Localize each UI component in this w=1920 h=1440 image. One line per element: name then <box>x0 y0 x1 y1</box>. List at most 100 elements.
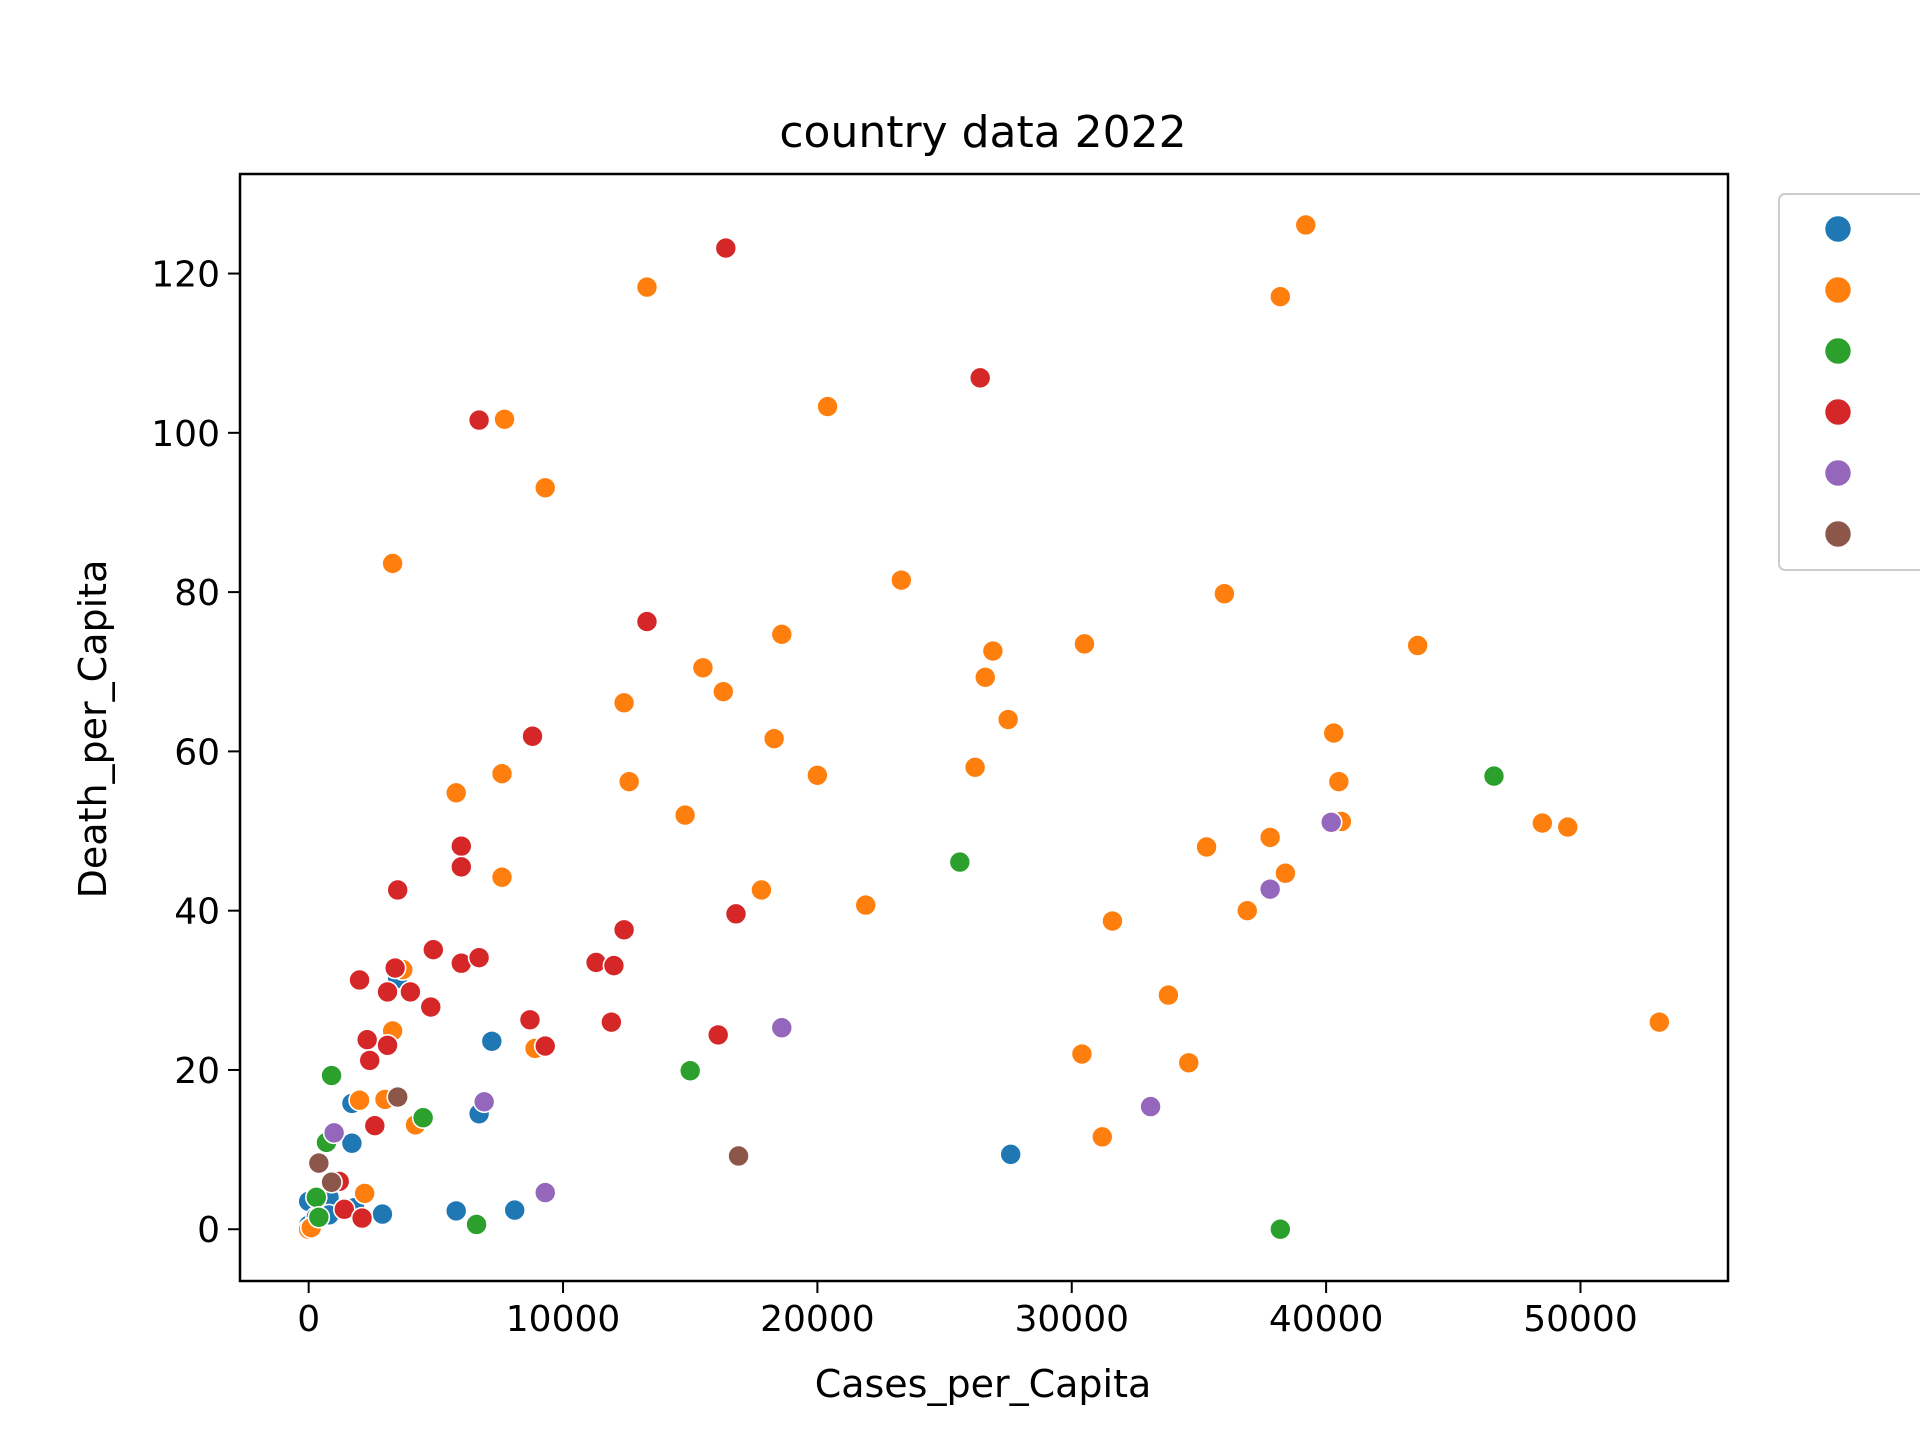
x-tick-label-0: 0 <box>297 1299 320 1340</box>
x-axis: 0 10000 20000 30000 40000 50000 <box>297 1281 1638 1340</box>
scatter-point-s3-19 <box>518 1008 542 1032</box>
x-axis-label: Cases_per_Capita <box>815 1362 1152 1406</box>
y-axis-label: Death_per_Capita <box>71 560 115 899</box>
scatter-point-s1-26 <box>854 893 878 917</box>
y-tick-label-4: 80 <box>174 573 220 614</box>
y-tick-label-3: 60 <box>174 732 220 773</box>
x-tick-label-5: 50000 <box>1523 1299 1638 1340</box>
scatter-point-s1-39 <box>1213 582 1236 606</box>
scatter-point-s1-5 <box>381 552 404 575</box>
scatter-point-s3-29 <box>724 902 748 926</box>
scatter-point-s0-10 <box>444 1199 468 1223</box>
scatter-point-s1-46 <box>1327 770 1351 793</box>
scatter-point-s2-8 <box>1269 1217 1292 1241</box>
scatter-point-s0-14 <box>999 1143 1023 1166</box>
scatter-point-s4-6 <box>1319 810 1343 834</box>
scatter-point-s3-12 <box>419 995 443 1019</box>
y-tick-label-5: 100 <box>151 414 220 455</box>
scatter-point-s3-3 <box>350 1206 374 1230</box>
scatter-point-s1-16 <box>617 770 641 793</box>
scatter-point-s3-27 <box>706 1023 730 1047</box>
scatter-point-s1-35 <box>1101 909 1124 933</box>
scatter-point-s1-27 <box>890 568 913 592</box>
y-axis: 0 20 40 60 80 100 120 <box>151 255 240 1251</box>
scatter-point-s2-9 <box>1482 764 1506 788</box>
scatter-point-s1-32 <box>1070 1042 1094 1066</box>
scatter-point-s3-23 <box>600 1010 623 1034</box>
scatter-point-s3-5 <box>358 1049 382 1072</box>
scatter-point-s3-21 <box>533 1034 557 1058</box>
scatter-point-s3-11 <box>399 980 422 1004</box>
scatter-point-s1-30 <box>981 639 1005 663</box>
scatter-point-s4-2 <box>533 1181 557 1204</box>
scatter-point-s1-15 <box>612 691 636 715</box>
scatter-point-s1-45 <box>1322 721 1346 745</box>
scatter-point-s0-6 <box>340 1131 364 1155</box>
scatter-point-s1-11 <box>490 865 514 889</box>
scatter-point-s1-51 <box>1648 1010 1671 1034</box>
scatter-point-s4-1 <box>472 1090 496 1114</box>
scatter-point-s5-3 <box>727 1144 750 1168</box>
scatter-point-s2-4 <box>411 1106 435 1130</box>
scatter-point-s1-23 <box>770 623 794 646</box>
scatter-point-s5-2 <box>386 1085 410 1109</box>
scatter-point-s3-17 <box>467 946 491 969</box>
scatter-point-s1-34 <box>1090 1125 1114 1149</box>
scatter-point-s3-18 <box>467 408 491 432</box>
scatter-point-s0-12 <box>480 1029 504 1053</box>
scatter-point-s1-9 <box>444 781 468 805</box>
legend-marker-5 <box>1823 519 1853 549</box>
legend-marker-1 <box>1823 275 1853 305</box>
scatter-point-s1-24 <box>806 763 829 787</box>
scatter-point-s3-7 <box>376 980 399 1004</box>
points-layer <box>297 213 1671 1241</box>
scatter-point-s1-25 <box>816 395 839 418</box>
scatter-point-s1-29 <box>973 666 997 689</box>
scatter-point-s2-6 <box>678 1059 702 1083</box>
scatter-point-s3-24 <box>602 954 626 977</box>
scatter-point-s4-3 <box>770 1016 794 1040</box>
scatter-point-s3-6 <box>363 1114 387 1138</box>
scatter-point-s1-44 <box>1294 213 1318 237</box>
scatter-point-s3-9 <box>383 956 407 980</box>
scatter-point-s1-14 <box>533 476 557 500</box>
scatter-point-s2-7 <box>948 850 972 874</box>
scatter-point-s1-33 <box>1073 632 1096 656</box>
scatter-point-s1-48 <box>1406 634 1429 657</box>
legend-entries <box>1823 214 1853 549</box>
scatter-point-s4-0 <box>322 1121 346 1145</box>
scatter-point-s1-12 <box>493 407 516 431</box>
scatter-point-s0-13 <box>503 1198 527 1222</box>
scatter-point-s0-8 <box>371 1202 394 1226</box>
chart-title: country data 2022 <box>779 107 1186 158</box>
x-tick-label-3: 30000 <box>1014 1299 1129 1340</box>
scatter-point-s1-42 <box>1269 285 1292 308</box>
scatter-point-s1-38 <box>1195 835 1218 859</box>
scatter-point-s5-0 <box>307 1151 331 1175</box>
scatter-point-s2-5 <box>465 1213 488 1236</box>
scatter-point-s3-8 <box>376 1033 399 1057</box>
scatter-point-s3-4 <box>355 1028 379 1051</box>
scatter-point-s1-10 <box>490 762 514 785</box>
legend-marker-4 <box>1823 458 1853 488</box>
legend-frame <box>1778 193 1920 571</box>
scatter-point-s3-20 <box>521 724 544 748</box>
scatter-point-s1-21 <box>750 878 773 902</box>
scatter-point-s3-13 <box>422 938 445 961</box>
scatter-point-s3-2 <box>348 968 371 992</box>
x-tick-label-1: 10000 <box>506 1299 621 1340</box>
scatter-point-s4-5 <box>1258 877 1282 901</box>
scatter-point-s1-49 <box>1531 811 1554 835</box>
scatter-point-s1-37 <box>1177 1051 1201 1075</box>
scatter-point-s1-19 <box>691 656 715 680</box>
y-tick-label-0: 0 <box>197 1210 220 1251</box>
plot-frame <box>238 172 1730 1283</box>
legend-marker-3 <box>1823 397 1853 427</box>
scatter-point-s3-25 <box>612 918 636 942</box>
scatter-point-s3-14 <box>449 834 473 858</box>
legend-marker-2 <box>1823 336 1853 366</box>
scatter-point-s2-1 <box>307 1205 331 1229</box>
scatter-point-s1-2 <box>348 1088 371 1112</box>
scatter-point-s1-18 <box>673 803 697 827</box>
scatter-point-s1-22 <box>762 727 786 750</box>
